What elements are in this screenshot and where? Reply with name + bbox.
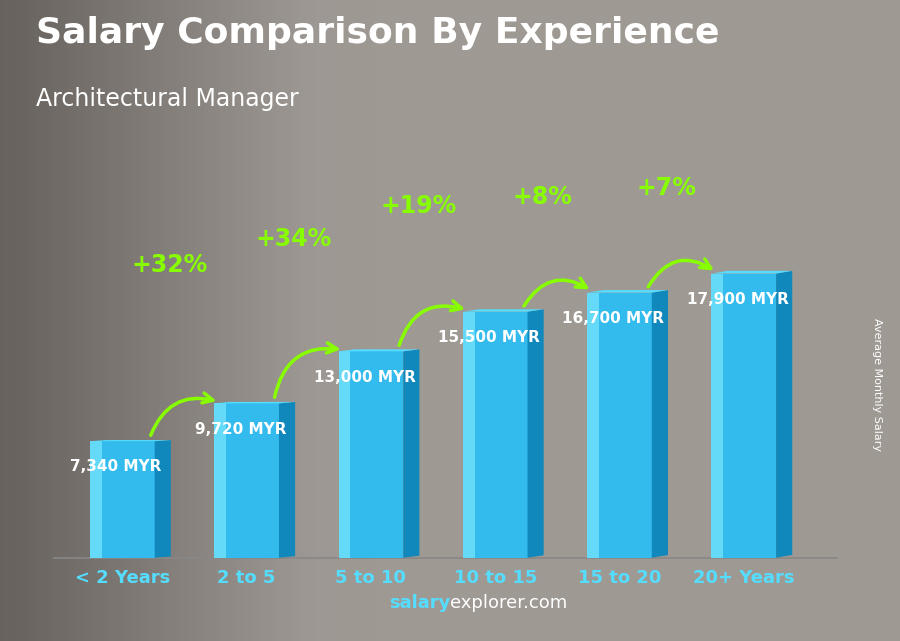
Polygon shape [90, 440, 171, 441]
Polygon shape [712, 271, 792, 274]
Polygon shape [338, 349, 419, 351]
Polygon shape [652, 290, 668, 558]
Text: +19%: +19% [380, 194, 456, 219]
Polygon shape [338, 351, 350, 558]
Text: +34%: +34% [256, 228, 332, 251]
Text: 9,720 MYR: 9,720 MYR [194, 422, 286, 437]
Text: +8%: +8% [512, 185, 572, 209]
Polygon shape [90, 441, 155, 558]
Text: 13,000 MYR: 13,000 MYR [314, 370, 416, 385]
Text: salary: salary [389, 594, 450, 612]
Polygon shape [90, 441, 102, 558]
Polygon shape [214, 402, 295, 403]
Text: explorer.com: explorer.com [450, 594, 567, 612]
Text: +7%: +7% [637, 176, 697, 200]
Polygon shape [587, 292, 599, 558]
Polygon shape [712, 274, 723, 558]
Text: +32%: +32% [131, 253, 208, 277]
Polygon shape [155, 440, 171, 558]
Polygon shape [463, 312, 474, 558]
Text: Salary Comparison By Experience: Salary Comparison By Experience [36, 16, 719, 50]
Polygon shape [214, 403, 279, 558]
Text: Average Monthly Salary: Average Monthly Salary [872, 318, 883, 451]
Text: 15,500 MYR: 15,500 MYR [438, 330, 540, 345]
Polygon shape [712, 274, 776, 558]
Text: 16,700 MYR: 16,700 MYR [562, 311, 664, 326]
Polygon shape [587, 292, 652, 558]
Polygon shape [587, 290, 668, 292]
Text: 17,900 MYR: 17,900 MYR [687, 292, 788, 307]
Polygon shape [338, 351, 403, 558]
Polygon shape [463, 312, 527, 558]
Polygon shape [403, 349, 419, 558]
Polygon shape [527, 310, 544, 558]
Text: Architectural Manager: Architectural Manager [36, 87, 299, 110]
Polygon shape [776, 271, 792, 558]
Text: 7,340 MYR: 7,340 MYR [70, 460, 162, 474]
Polygon shape [463, 310, 544, 312]
Polygon shape [279, 402, 295, 558]
Polygon shape [214, 403, 226, 558]
